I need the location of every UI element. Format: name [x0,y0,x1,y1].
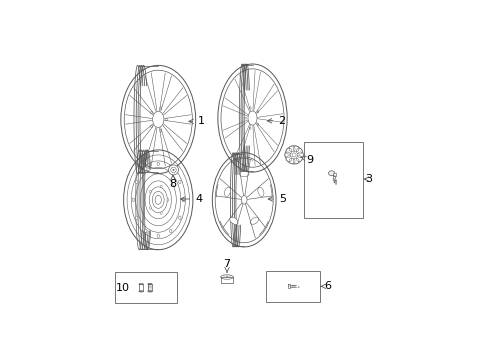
Ellipse shape [150,111,152,114]
Bar [267,271,320,302]
Ellipse shape [257,111,259,113]
Ellipse shape [220,275,233,279]
Ellipse shape [132,198,135,202]
Text: 8: 8 [170,175,176,189]
Ellipse shape [160,107,162,109]
Ellipse shape [167,198,169,201]
Ellipse shape [224,187,231,197]
Ellipse shape [155,195,161,204]
Ellipse shape [250,107,251,109]
Text: 5: 5 [268,194,286,204]
Ellipse shape [145,167,147,170]
Circle shape [292,153,296,157]
Ellipse shape [148,283,152,285]
Ellipse shape [150,125,152,128]
Text: 3: 3 [365,174,372,184]
Ellipse shape [240,171,249,177]
Ellipse shape [149,207,151,210]
Ellipse shape [160,185,162,188]
Text: 2: 2 [268,116,285,126]
Ellipse shape [139,291,143,292]
Ellipse shape [157,162,159,166]
Ellipse shape [250,127,251,129]
Ellipse shape [153,111,164,127]
Ellipse shape [182,198,184,202]
Ellipse shape [179,180,181,184]
Ellipse shape [145,229,147,233]
Ellipse shape [179,216,181,220]
Ellipse shape [160,212,162,215]
Bar [115,273,177,303]
Ellipse shape [230,217,238,224]
Ellipse shape [298,287,299,288]
Ellipse shape [149,190,151,193]
Ellipse shape [170,167,172,170]
Ellipse shape [139,283,143,285]
Ellipse shape [166,118,168,121]
Ellipse shape [226,276,228,278]
Bar [333,173,336,176]
Text: 4: 4 [180,194,202,204]
Circle shape [173,169,174,171]
Text: 7: 7 [223,260,231,272]
Bar [304,141,364,218]
Ellipse shape [135,216,138,220]
Ellipse shape [335,183,337,184]
Text: 9: 9 [301,155,313,165]
Ellipse shape [250,217,259,224]
Text: 1: 1 [189,116,205,126]
Ellipse shape [160,129,162,132]
Text: 6: 6 [321,281,331,291]
Ellipse shape [248,111,257,125]
Ellipse shape [157,234,159,238]
Ellipse shape [135,180,138,184]
Ellipse shape [245,117,246,119]
Ellipse shape [242,195,247,204]
Ellipse shape [258,187,264,197]
Text: 10: 10 [116,283,130,293]
Ellipse shape [328,171,335,176]
Ellipse shape [257,123,259,126]
Ellipse shape [148,291,152,292]
Ellipse shape [170,229,172,233]
Circle shape [169,165,178,175]
